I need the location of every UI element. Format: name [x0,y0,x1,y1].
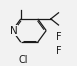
Text: Cl: Cl [18,55,28,65]
Text: N: N [10,26,18,36]
Text: F: F [56,46,62,56]
Text: F: F [56,32,62,42]
